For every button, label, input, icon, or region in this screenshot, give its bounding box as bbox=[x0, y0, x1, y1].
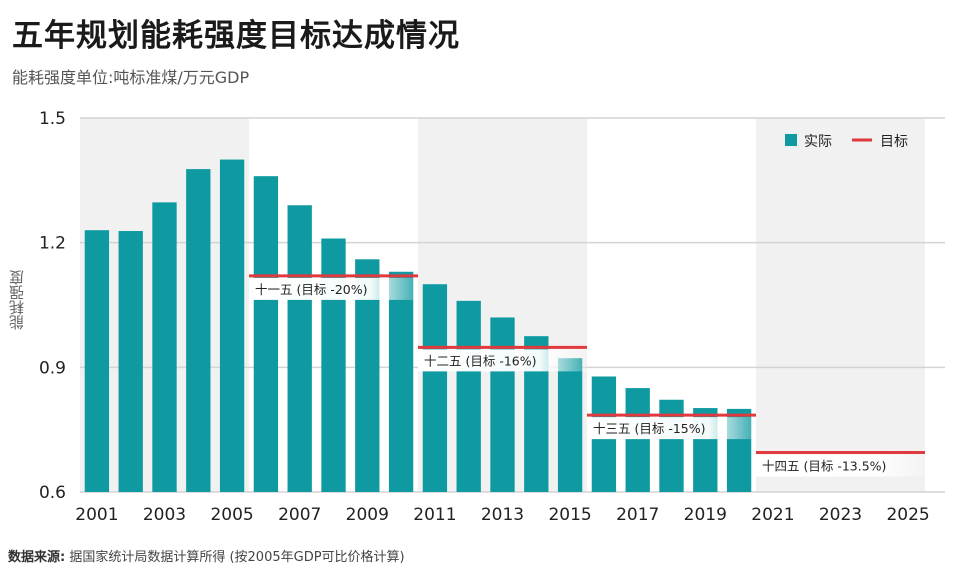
x-tick-label: 2005 bbox=[210, 505, 253, 525]
bar-2006 bbox=[253, 176, 279, 492]
x-tick-label: 2013 bbox=[481, 505, 524, 525]
x-tick-label: 2011 bbox=[413, 505, 456, 525]
bar-2005 bbox=[219, 159, 245, 493]
period-band-4 bbox=[756, 118, 925, 492]
chart-subtitle: 能耗强度单位:吨标准煤/万元GDP bbox=[12, 68, 250, 87]
bar-2018 bbox=[659, 399, 684, 492]
bar-2013 bbox=[490, 317, 515, 492]
bar-2004 bbox=[186, 169, 211, 492]
legend-line-label: 目标 bbox=[880, 134, 908, 150]
bar-2011 bbox=[422, 284, 448, 492]
x-tick-label: 2001 bbox=[75, 505, 118, 525]
bar-2012 bbox=[456, 300, 481, 492]
x-tick-label: 2015 bbox=[548, 505, 591, 525]
bar-2001 bbox=[84, 230, 110, 492]
bar-2015 bbox=[557, 358, 583, 492]
x-tick-label: 2009 bbox=[346, 505, 389, 525]
x-tick-label: 2003 bbox=[143, 505, 186, 525]
bar-2002 bbox=[118, 231, 143, 492]
bar-2003 bbox=[152, 202, 177, 492]
legend-bar-swatch bbox=[785, 134, 797, 146]
target-label-1: 十二五 (目标 -16%) bbox=[424, 353, 537, 368]
source-label: 数据来源: bbox=[8, 550, 66, 565]
bar-2007 bbox=[287, 205, 312, 492]
x-tick-label: 2025 bbox=[886, 505, 929, 525]
source-note: 数据来源: 据国家统计局数据计算所得 (按2005年GDP可比价格计算) bbox=[8, 546, 405, 565]
target-label-bg-0 bbox=[249, 277, 418, 300]
y-tick-label: 1.2 bbox=[39, 234, 66, 254]
target-label-bg-3 bbox=[756, 454, 925, 477]
target-label-bg-1 bbox=[418, 349, 587, 372]
x-tick-label: 2007 bbox=[278, 505, 321, 525]
x-tick-label: 2019 bbox=[684, 505, 727, 525]
target-label-0: 十一五 (目标 -20%) bbox=[255, 282, 368, 297]
legend-bar-label: 实际 bbox=[804, 134, 832, 150]
x-tick-label: 2021 bbox=[751, 505, 794, 525]
y-tick-label: 1.5 bbox=[39, 109, 66, 129]
x-tick-label: 2023 bbox=[819, 505, 862, 525]
target-label-2: 十三五 (目标 -15%) bbox=[593, 421, 706, 436]
y-tick-label: 0.9 bbox=[39, 358, 66, 378]
y-tick-label: 0.6 bbox=[39, 483, 66, 503]
target-label-bg-2 bbox=[587, 417, 756, 440]
bar-2017 bbox=[625, 388, 650, 492]
x-tick-label: 2017 bbox=[616, 505, 659, 525]
target-label-3: 十四五 (目标 -13.5%) bbox=[762, 459, 886, 474]
bar-2010 bbox=[388, 271, 414, 492]
chart-title: 五年规划能耗强度目标达成情况 bbox=[12, 18, 460, 54]
source-text: 据国家统计局数据计算所得 (按2005年GDP可比价格计算) bbox=[65, 550, 405, 565]
